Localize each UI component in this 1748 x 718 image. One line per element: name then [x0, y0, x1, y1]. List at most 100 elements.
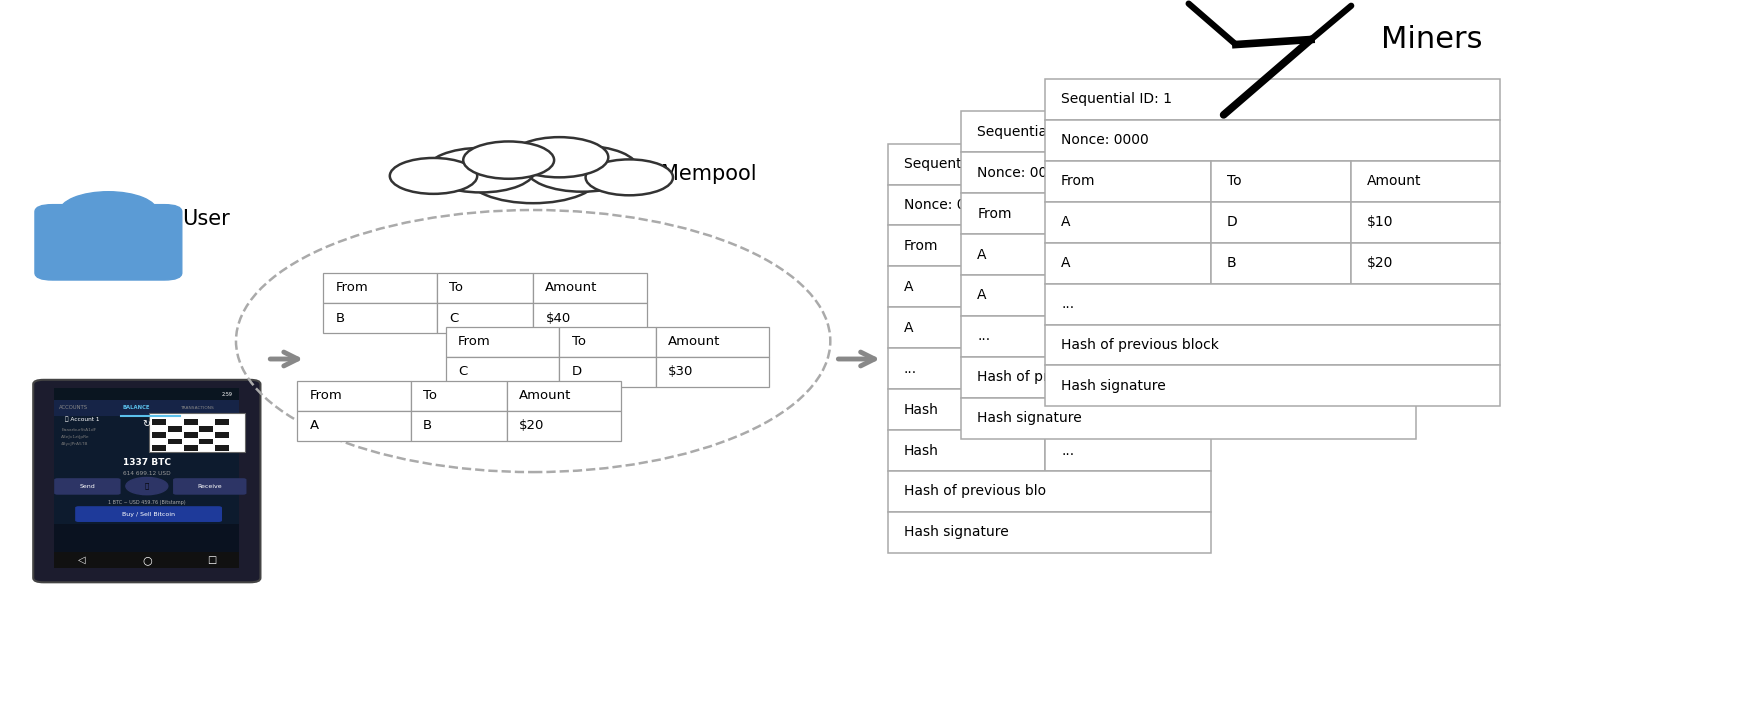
Text: Hash: Hash [904, 444, 939, 457]
FancyBboxPatch shape [888, 185, 1211, 225]
FancyBboxPatch shape [1045, 161, 1211, 202]
FancyBboxPatch shape [1045, 284, 1500, 325]
Text: From: From [904, 239, 939, 253]
FancyBboxPatch shape [173, 478, 246, 495]
FancyBboxPatch shape [297, 411, 411, 441]
Text: 1 BTC ~ USD 459.76 (Bitstamp): 1 BTC ~ USD 459.76 (Bitstamp) [108, 500, 185, 505]
Text: Sequential ID: 1: Sequential ID: 1 [977, 125, 1089, 139]
FancyBboxPatch shape [35, 205, 182, 280]
FancyBboxPatch shape [149, 413, 245, 452]
FancyBboxPatch shape [297, 381, 411, 411]
Text: User: User [182, 209, 229, 229]
FancyBboxPatch shape [323, 303, 437, 333]
FancyBboxPatch shape [559, 327, 656, 357]
Text: A3eJv1ztJpRe: A3eJv1ztJpRe [61, 435, 89, 439]
FancyBboxPatch shape [152, 432, 166, 438]
Text: Hash of previous block: Hash of previous block [1061, 338, 1218, 352]
FancyBboxPatch shape [888, 225, 1045, 266]
Text: To: To [449, 281, 463, 294]
Text: C: C [458, 365, 467, 378]
FancyBboxPatch shape [1045, 202, 1211, 243]
FancyBboxPatch shape [54, 478, 121, 495]
Text: To: To [1227, 174, 1241, 188]
FancyBboxPatch shape [1045, 79, 1500, 120]
Text: ...: ... [1283, 289, 1297, 302]
FancyBboxPatch shape [184, 432, 198, 438]
Text: $10: $10 [1283, 248, 1309, 261]
Circle shape [59, 192, 157, 232]
Text: 2:59: 2:59 [222, 392, 232, 396]
Text: Nonce: 00: Nonce: 00 [1061, 321, 1131, 335]
Text: A: A [1061, 256, 1070, 270]
Circle shape [526, 146, 638, 192]
FancyBboxPatch shape [1045, 225, 1211, 266]
Text: B: B [1143, 289, 1154, 302]
Text: A: A [904, 321, 912, 335]
FancyBboxPatch shape [1127, 234, 1267, 275]
Text: □: □ [206, 555, 217, 565]
Text: From: From [977, 207, 1012, 220]
Text: B: B [423, 419, 432, 432]
Text: D: D [1143, 248, 1154, 261]
FancyBboxPatch shape [54, 394, 239, 568]
Circle shape [463, 141, 554, 179]
FancyBboxPatch shape [888, 389, 1045, 430]
FancyBboxPatch shape [656, 327, 769, 357]
Text: 🔑 Account 1: 🔑 Account 1 [65, 417, 100, 422]
FancyBboxPatch shape [446, 327, 559, 357]
Text: From: From [1061, 174, 1096, 188]
Text: ...: ... [977, 330, 991, 343]
FancyBboxPatch shape [199, 439, 213, 444]
Text: 614 699.12 USD: 614 699.12 USD [122, 470, 171, 475]
Text: ↻: ↻ [143, 419, 150, 429]
FancyBboxPatch shape [1127, 275, 1267, 316]
FancyBboxPatch shape [1211, 243, 1351, 284]
FancyBboxPatch shape [961, 357, 1416, 398]
FancyBboxPatch shape [215, 445, 229, 451]
Text: TRANSACTIONS: TRANSACTIONS [180, 406, 213, 410]
Text: 📷: 📷 [145, 482, 149, 490]
Text: EaaarburStA1dF: EaaarburStA1dF [61, 428, 96, 432]
FancyBboxPatch shape [75, 506, 222, 522]
FancyBboxPatch shape [1045, 307, 1211, 348]
Text: A: A [1061, 215, 1070, 229]
FancyBboxPatch shape [961, 398, 1416, 439]
FancyBboxPatch shape [1351, 202, 1500, 243]
Text: Amount: Amount [1367, 174, 1421, 188]
Text: $30: $30 [668, 365, 694, 378]
FancyBboxPatch shape [54, 552, 239, 568]
FancyBboxPatch shape [961, 275, 1127, 316]
Text: Sequentia: Sequentia [1061, 280, 1131, 294]
FancyBboxPatch shape [888, 471, 1211, 512]
Text: BALANCE: BALANCE [122, 405, 150, 410]
Text: C: C [449, 312, 458, 325]
Text: Receive: Receive [198, 484, 222, 488]
Text: B: B [336, 312, 344, 325]
FancyBboxPatch shape [1045, 430, 1211, 471]
FancyBboxPatch shape [961, 193, 1127, 234]
FancyBboxPatch shape [54, 524, 239, 553]
Text: Hash signature: Hash signature [1061, 379, 1166, 393]
Text: To: To [1143, 207, 1157, 220]
Text: A: A [309, 419, 318, 432]
Text: Hash of previous blo: Hash of previous blo [904, 485, 1045, 498]
FancyBboxPatch shape [961, 316, 1416, 357]
Text: ...: ... [1061, 297, 1075, 311]
Text: A: A [977, 289, 986, 302]
FancyBboxPatch shape [888, 144, 1211, 185]
Text: Miners: Miners [1381, 25, 1482, 54]
FancyBboxPatch shape [437, 303, 533, 333]
Text: $20: $20 [1367, 256, 1393, 270]
Text: $20: $20 [519, 419, 545, 432]
FancyBboxPatch shape [961, 111, 1416, 152]
FancyBboxPatch shape [168, 439, 182, 444]
Text: ACCOUNTS: ACCOUNTS [59, 405, 89, 410]
Text: From: From [1061, 362, 1096, 376]
FancyBboxPatch shape [533, 273, 647, 303]
FancyBboxPatch shape [1351, 161, 1500, 202]
FancyBboxPatch shape [559, 357, 656, 387]
FancyBboxPatch shape [1045, 365, 1500, 406]
Text: $40: $40 [545, 312, 570, 325]
FancyBboxPatch shape [888, 266, 1045, 307]
FancyBboxPatch shape [152, 419, 166, 425]
